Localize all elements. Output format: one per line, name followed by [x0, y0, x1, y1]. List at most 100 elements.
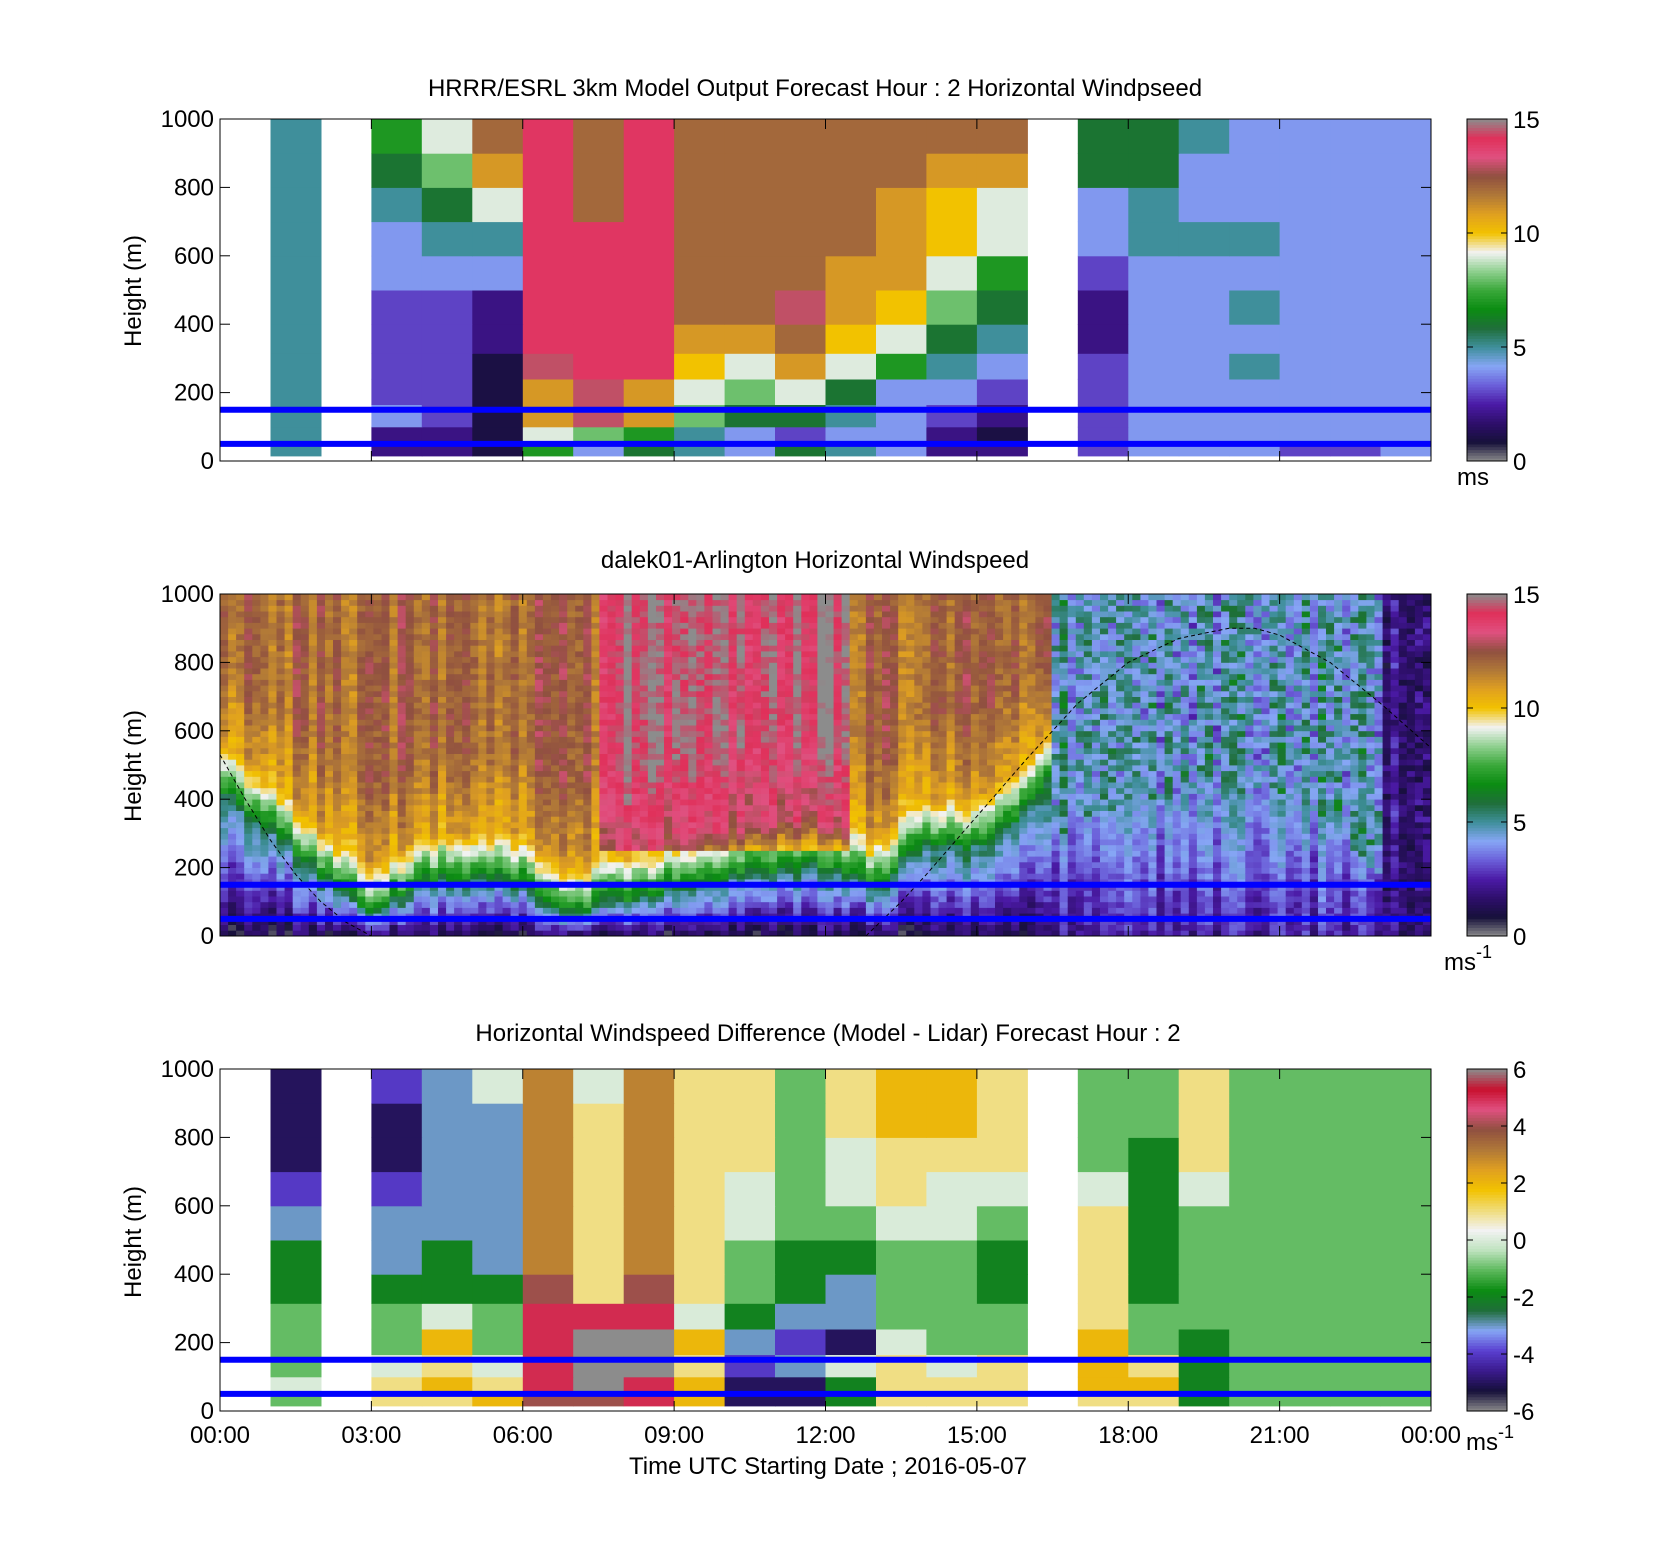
heatmap-cell	[720, 628, 729, 635]
heatmap-cell	[542, 696, 552, 703]
heatmap-cell	[696, 753, 705, 760]
heatmap-cell	[793, 730, 802, 737]
heatmap-cell	[421, 827, 431, 834]
heatmap-cell	[478, 839, 487, 846]
heatmap-cell	[680, 867, 689, 874]
heatmap-cell	[438, 662, 447, 669]
heatmap-cell	[656, 822, 665, 829]
heatmap-cell	[236, 867, 245, 874]
heatmap-cell	[680, 690, 689, 697]
heatmap-cell	[769, 924, 778, 931]
heatmap-cell	[599, 810, 608, 817]
heatmap-cell	[252, 599, 261, 606]
heatmap-cell	[688, 679, 697, 686]
heatmap-cell	[405, 816, 415, 823]
heatmap-cell	[486, 719, 495, 726]
heatmap-cell	[389, 804, 398, 811]
heatmap-cell	[825, 719, 834, 726]
heatmap-cell	[534, 713, 544, 720]
heatmap-cell	[397, 822, 407, 829]
heatmap-cell	[785, 770, 794, 777]
heatmap-cell	[744, 844, 754, 851]
heatmap-cell	[696, 827, 705, 834]
heatmap-cell	[292, 799, 302, 806]
heatmap-cell	[486, 873, 495, 880]
heatmap-cell	[518, 639, 528, 646]
heatmap-cell	[769, 867, 778, 874]
heatmap-cell	[260, 651, 269, 658]
heatmap-cell	[502, 651, 512, 658]
heatmap-cell	[268, 594, 277, 601]
heatmap-cell	[591, 616, 600, 623]
heatmap-cell	[268, 713, 277, 720]
heatmap-cell	[1229, 187, 1281, 223]
heatmap-cell	[236, 651, 245, 658]
heatmap-cell	[276, 616, 285, 623]
heatmap-cell	[478, 850, 487, 857]
heatmap-cell	[365, 839, 374, 846]
heatmap-cell	[462, 599, 471, 606]
heatmap-cell	[567, 708, 576, 715]
heatmap-cell	[712, 639, 721, 646]
heatmap-cell	[462, 628, 471, 635]
heatmap-cell	[486, 753, 495, 760]
heatmap-cell	[381, 822, 390, 829]
heatmap-cell	[607, 628, 616, 635]
heatmap-cell	[752, 753, 762, 760]
heatmap-cell	[260, 599, 269, 606]
heatmap-cell	[656, 930, 665, 937]
heatmap-cell	[607, 896, 616, 903]
heatmap-cell	[623, 708, 633, 715]
heatmap-cell	[736, 759, 746, 766]
heatmap-cell	[817, 924, 826, 931]
heatmap-cell	[284, 645, 294, 652]
heatmap-cell	[1279, 119, 1331, 154]
heatmap-cell	[220, 884, 229, 891]
heatmap-cell	[704, 765, 713, 772]
heatmap-cell	[276, 702, 285, 709]
heatmap-cell	[559, 759, 568, 766]
heatmap-cell	[341, 901, 350, 908]
heatmap-cell	[777, 616, 786, 623]
heatmap-cell	[775, 378, 826, 405]
heatmap-cell	[672, 839, 681, 846]
heatmap-cell	[720, 594, 729, 601]
heatmap-cell	[809, 736, 818, 743]
heatmap-cell	[462, 793, 471, 800]
heatmap-cell	[591, 907, 600, 914]
heatmap-cell	[623, 930, 633, 937]
heatmap-cell	[276, 679, 285, 686]
colorbar-segment	[1467, 304, 1507, 308]
heatmap-cell	[825, 844, 834, 851]
heatmap-cell	[785, 890, 794, 897]
heatmap-cell	[220, 873, 229, 880]
heatmap-cell	[260, 890, 269, 897]
heatmap-cell	[486, 844, 495, 851]
heatmap-cell	[1128, 378, 1180, 405]
heatmap-cell	[373, 924, 382, 931]
heatmap-cell	[817, 839, 826, 846]
heatmap-cell	[472, 153, 524, 188]
colorbar-tick-label: 15	[1513, 107, 1540, 134]
colorbar-segment	[1467, 378, 1507, 382]
heatmap-cell	[510, 759, 520, 766]
heatmap-cell	[817, 696, 826, 703]
heatmap-cell	[1128, 255, 1180, 291]
heatmap-cell	[268, 918, 277, 925]
heatmap-cell	[680, 713, 689, 720]
heatmap-cell	[405, 770, 415, 777]
heatmap-cell	[341, 645, 350, 652]
heatmap-cell	[470, 861, 479, 868]
heatmap-cell	[1330, 378, 1382, 405]
heatmap-cell	[365, 668, 374, 675]
heatmap-cell	[421, 426, 473, 445]
heatmap-cell	[704, 839, 713, 846]
heatmap-cell	[534, 651, 544, 658]
heatmap-cell	[736, 639, 746, 646]
heatmap-cell	[639, 673, 649, 680]
heatmap-cell	[639, 628, 649, 635]
colorbar-segment	[1467, 361, 1507, 365]
heatmap-cell	[672, 884, 681, 891]
heatmap-cell	[429, 827, 439, 834]
heatmap-cell	[615, 719, 625, 726]
